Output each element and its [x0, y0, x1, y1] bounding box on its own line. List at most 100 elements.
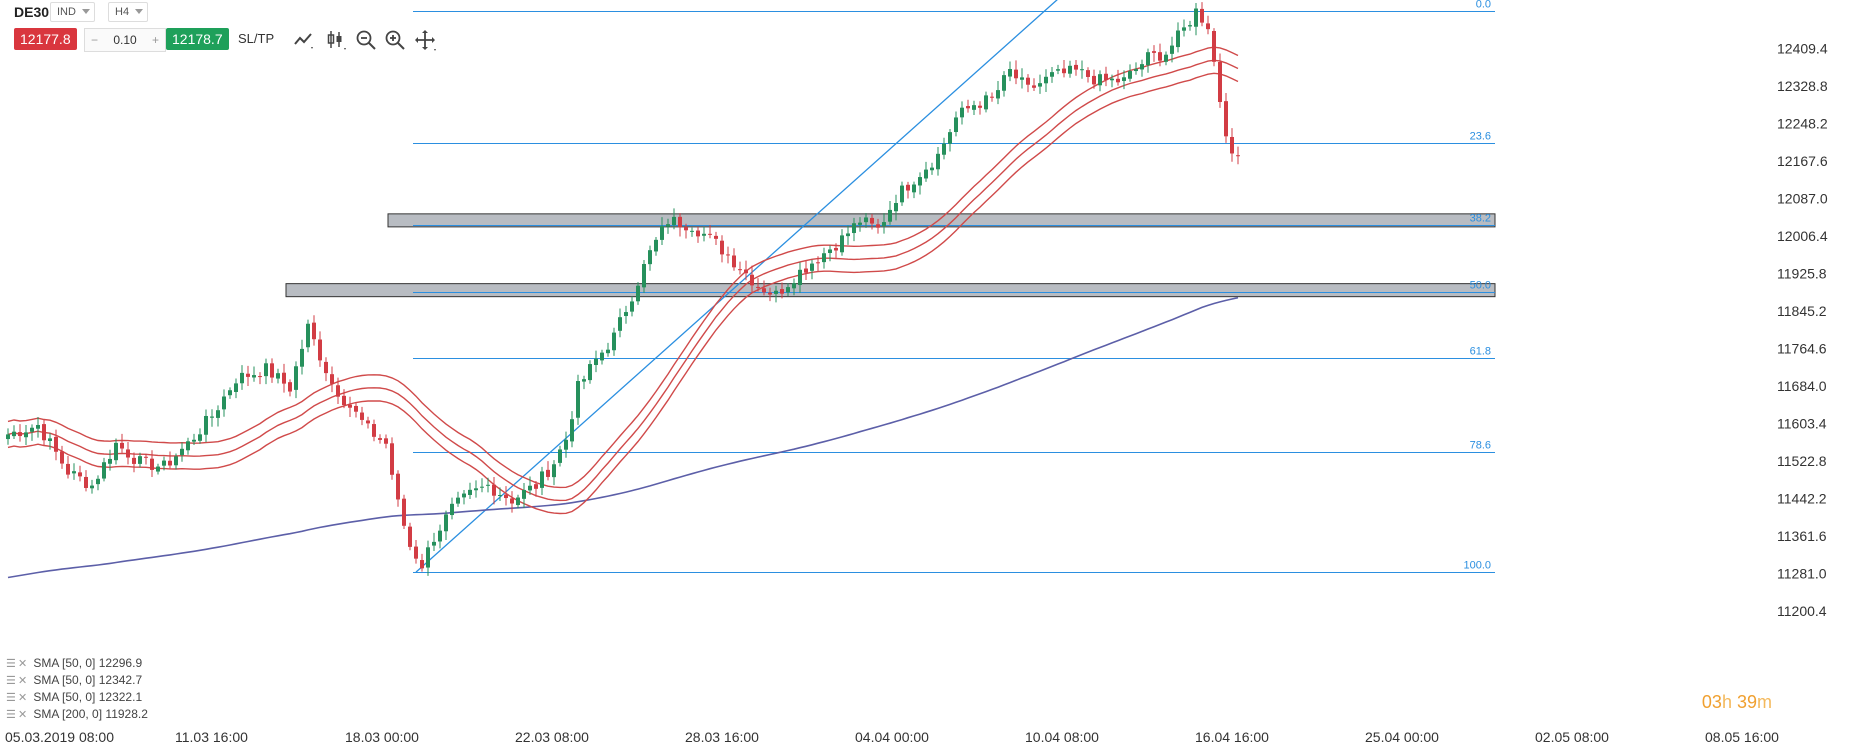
- candle-up: [1038, 83, 1042, 87]
- candles-icon[interactable]: [324, 28, 348, 52]
- legend-row-sma-2[interactable]: ☰ ✕ SMA [50, 0] 12342.7: [6, 672, 148, 689]
- candle-down: [744, 269, 748, 274]
- legend-label: SMA [50, 0]: [33, 656, 96, 670]
- candle-down: [978, 105, 982, 108]
- candle-down: [1092, 75, 1096, 85]
- settings-icon[interactable]: ☰: [6, 709, 16, 721]
- candle-down: [348, 404, 352, 408]
- candle-down: [816, 262, 820, 264]
- countdown-hours-unit: h: [1721, 692, 1732, 712]
- zoom-in-icon[interactable]: [383, 28, 407, 52]
- candle-up: [498, 495, 502, 497]
- volume-value[interactable]: 0.10: [113, 33, 137, 47]
- legend-label: SMA [50, 0]: [33, 673, 96, 687]
- candle-up: [234, 383, 238, 392]
- x-axis-tick-label: 25.04 00:00: [1365, 729, 1439, 745]
- candle-up: [636, 285, 640, 302]
- candle-up: [600, 352, 604, 361]
- x-axis-tick-label: 10.04 08:00: [1025, 729, 1099, 745]
- close-icon[interactable]: ✕: [18, 675, 28, 687]
- sell-button[interactable]: 12177.8: [14, 28, 77, 50]
- close-icon[interactable]: ✕: [18, 709, 28, 721]
- candle-up: [1008, 69, 1012, 77]
- buy-button[interactable]: 12178.7: [166, 28, 229, 50]
- crosshair-move-icon[interactable]: [413, 28, 437, 52]
- candle-up: [948, 132, 952, 144]
- volume-stepper[interactable]: − 0.10 +: [84, 28, 166, 52]
- candle-down: [408, 526, 412, 547]
- fib-level-label: 23.6: [1470, 131, 1491, 143]
- candle-up: [1044, 76, 1048, 84]
- close-icon[interactable]: ✕: [18, 658, 28, 670]
- candle-up: [936, 153, 940, 170]
- settings-icon[interactable]: ☰: [6, 692, 16, 704]
- candle-up: [960, 107, 964, 118]
- candle-up: [924, 169, 928, 179]
- candle-up: [1134, 69, 1138, 72]
- legend-value: 11928.2: [105, 707, 148, 721]
- x-axis-tick-label: 28.03 16:00: [685, 729, 759, 745]
- y-axis-tick-label: 11845.2: [1777, 303, 1827, 319]
- candle-up: [786, 287, 790, 293]
- candle-down: [1032, 85, 1036, 88]
- candle-up: [1182, 27, 1186, 31]
- zoom-out-icon[interactable]: [354, 28, 378, 52]
- sltp-button[interactable]: SL/TP: [238, 31, 275, 46]
- instrument-type-select[interactable]: IND: [50, 2, 95, 22]
- increase-volume-button[interactable]: +: [151, 33, 159, 47]
- timeframe-select[interactable]: H4: [108, 2, 149, 22]
- close-icon[interactable]: ✕: [18, 692, 28, 704]
- candle-up: [102, 462, 106, 479]
- line-chart-icon[interactable]: [292, 28, 316, 52]
- candle-up: [186, 441, 190, 451]
- chevron-down-icon: [135, 9, 144, 14]
- decrease-volume-button[interactable]: −: [91, 33, 99, 47]
- candle-up: [858, 222, 862, 225]
- candle-down: [1230, 136, 1234, 154]
- x-axis-tick-label: 05.03.2019 08:00: [5, 729, 114, 745]
- candle-up: [918, 177, 922, 186]
- candle-up: [810, 263, 814, 271]
- candle-up: [138, 456, 142, 464]
- x-axis-tick-label: 16.04 16:00: [1195, 729, 1269, 745]
- candle-up: [588, 364, 592, 381]
- candle-up: [594, 358, 598, 366]
- candle-up: [1188, 25, 1192, 27]
- candle-up: [6, 434, 10, 440]
- settings-icon[interactable]: ☰: [6, 675, 16, 687]
- candle-down: [990, 96, 994, 98]
- candle-up: [1146, 52, 1150, 66]
- candle-up: [222, 396, 226, 410]
- y-axis-tick-label: 11442.2: [1777, 491, 1827, 507]
- candle-down: [270, 363, 274, 378]
- candle-down: [726, 254, 730, 256]
- candle-up: [882, 222, 886, 227]
- candle-down: [312, 322, 316, 340]
- candle-down: [354, 405, 358, 412]
- candle-up: [540, 471, 544, 488]
- candle-up: [642, 264, 646, 288]
- candle-up: [1140, 64, 1144, 70]
- candle-up: [852, 223, 856, 234]
- candle-down: [1152, 51, 1156, 53]
- legend-row-sma-3[interactable]: ☰ ✕ SMA [50, 0] 12322.1: [6, 689, 148, 706]
- candle-up: [192, 439, 196, 442]
- candle-down: [384, 438, 388, 444]
- fib-level-label: 0.0: [1476, 0, 1491, 11]
- candle-down: [1212, 31, 1216, 62]
- candle-up: [552, 464, 556, 478]
- candle-up: [450, 503, 454, 516]
- candle-up: [30, 427, 34, 432]
- candle-down: [708, 233, 712, 235]
- legend-row-sma-1[interactable]: ☰ ✕ SMA [50, 0] 12296.9: [6, 655, 148, 672]
- settings-icon[interactable]: ☰: [6, 658, 16, 670]
- candle-down: [1206, 23, 1210, 30]
- candle-down: [906, 184, 910, 191]
- candle-up: [198, 434, 202, 441]
- candle-up: [174, 456, 178, 466]
- candle-up: [624, 312, 628, 317]
- legend-row-sma-200[interactable]: ☰ ✕ SMA [200, 0] 11928.2: [6, 706, 148, 723]
- y-axis-tick-label: 11684.0: [1777, 378, 1827, 394]
- candle-down: [330, 374, 334, 384]
